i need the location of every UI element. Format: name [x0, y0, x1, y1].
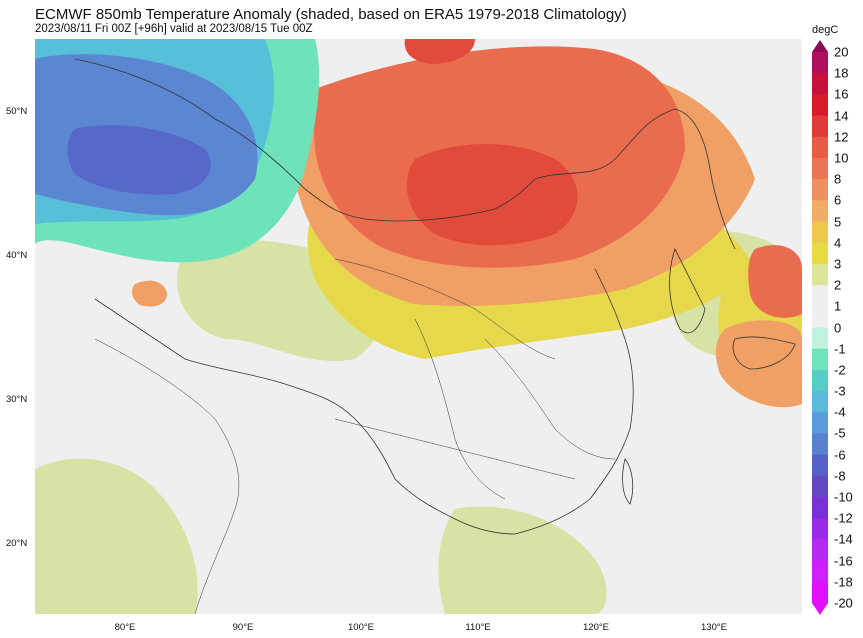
- colorbar-segment: [812, 115, 828, 138]
- colorbar-top-arrow: [812, 40, 828, 52]
- colorbar-tick-label: -8: [834, 468, 846, 484]
- province-line-4: [334, 418, 576, 480]
- colorbar-tick-label: -18: [834, 574, 853, 590]
- colorbar-tick-label: -2: [834, 362, 846, 378]
- colorbar-segment: [812, 433, 828, 456]
- colorbar-tick-label: -16: [834, 553, 853, 569]
- lat-label-40n: 40°N: [6, 250, 28, 261]
- colorbar-tick-label: -5: [834, 425, 846, 441]
- colorbar-tick-label: 6: [834, 192, 842, 208]
- colorbar-tick-label: 8: [834, 171, 842, 187]
- colorbar-tick-label: -20: [834, 595, 853, 611]
- colorbar-bottom-arrow: [812, 603, 828, 615]
- light-warm-region-southwest: [35, 458, 198, 614]
- colorbar-segment: [812, 136, 828, 159]
- colorbar-tick-label: 0: [834, 320, 842, 335]
- colorbar-segment: [812, 263, 828, 286]
- colorbar-segment: [812, 539, 828, 562]
- lon-label-90e: 90°E: [232, 622, 254, 633]
- colorbar-segment: [812, 475, 828, 498]
- colorbar-segment: [812, 200, 828, 223]
- lon-label-130e: 130°E: [701, 622, 727, 633]
- colorbar-segment: [812, 497, 828, 519]
- colorbar-segment: [812, 327, 828, 350]
- colorbar-segment: [812, 369, 828, 392]
- colorbar-segment: [812, 94, 828, 117]
- lat-label-20n: 20°N: [6, 538, 28, 549]
- map-svg: [35, 39, 802, 614]
- taiwan-outline: [622, 458, 634, 505]
- colorbar-tick-label: -4: [834, 404, 846, 420]
- lon-label-100e: 100°E: [348, 622, 374, 633]
- colorbar-tick-label: 2: [834, 277, 842, 293]
- colorbar-segment: [812, 581, 828, 604]
- strong-warm-top: [404, 39, 475, 64]
- mild-warm-patch-west: [132, 280, 167, 307]
- colorbar-unit: degC: [812, 24, 839, 36]
- colorbar-tick-label: 4: [834, 235, 842, 251]
- province-line-3: [484, 338, 616, 460]
- colorbar-tick-label: -3: [834, 383, 846, 399]
- colorbar-tick-label: 14: [834, 108, 849, 124]
- colorbar-tick-label: -1: [834, 341, 846, 357]
- colorbar-segment: [812, 242, 828, 265]
- colorbar: [812, 40, 828, 615]
- colorbar-segment: [812, 560, 828, 583]
- lon-label-110e: 110°E: [465, 622, 491, 633]
- japan-outline: [732, 336, 796, 370]
- colorbar-segment: [812, 221, 828, 244]
- colorbar-tick-label: 16: [834, 86, 849, 102]
- colorbar-tick-label: 5: [834, 214, 842, 230]
- colorbar-tick-label: 3: [834, 256, 842, 272]
- colorbar-tick-label: -14: [834, 531, 853, 547]
- colorbar-tick-label: 20: [834, 44, 849, 60]
- warm-east-patch: [748, 245, 802, 318]
- colorbar-tick-label: 18: [834, 65, 849, 81]
- colorbar-segment: [812, 179, 828, 201]
- lat-label-30n: 30°N: [6, 394, 28, 405]
- province-line-1: [334, 258, 556, 360]
- colorbar-segment: [812, 454, 828, 477]
- lon-label-80e: 80°E: [114, 622, 136, 633]
- korea-outline: [669, 247, 706, 334]
- colorbar-segment: [812, 348, 828, 371]
- colorbar-segment: [812, 518, 828, 540]
- very-cold-core: [67, 125, 211, 195]
- colorbar-segment: [812, 306, 828, 328]
- colorbar-segment: [812, 391, 828, 413]
- colorbar-tick-label: 1: [834, 298, 842, 314]
- colorbar-tick-label: 12: [834, 129, 849, 145]
- colorbar-segment: [812, 73, 828, 95]
- lat-label-50n: 50°N: [6, 106, 28, 117]
- coastline-east-china: [514, 268, 634, 535]
- colorbar-tick-label: 10: [834, 150, 849, 166]
- valid-time-subtitle: 2023/08/11 Fri 00Z [+96h] valid at 2023/…: [35, 23, 313, 35]
- india-border: [94, 338, 240, 614]
- anomaly-map[interactable]: [35, 39, 802, 614]
- colorbar-tick-label: -12: [834, 510, 853, 526]
- province-line-2: [414, 318, 506, 500]
- colorbar-tick-label: -10: [834, 489, 853, 505]
- colorbar-segment: [812, 52, 828, 74]
- colorbar-segment: [812, 285, 828, 307]
- light-warm-region-south: [438, 506, 607, 614]
- national-border-china-north: [74, 58, 736, 250]
- colorbar-tick-label: -6: [834, 447, 846, 463]
- lon-label-120e: 120°E: [583, 622, 609, 633]
- page-title: ECMWF 850mb Temperature Anomaly (shaded,…: [35, 6, 627, 23]
- colorbar-segment: [812, 157, 828, 180]
- strong-warm-core: [406, 144, 578, 246]
- colorbar-segment: [812, 412, 828, 434]
- national-border-china-south: [94, 298, 516, 535]
- border-lines: [74, 58, 796, 614]
- mild-warm-japan: [715, 320, 802, 408]
